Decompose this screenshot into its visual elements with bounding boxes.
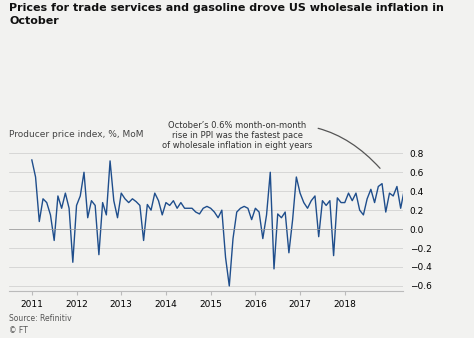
Text: Producer price index, %, MoM: Producer price index, %, MoM <box>9 130 144 139</box>
Text: Prices for trade services and gasoline drove US wholesale inflation in
October: Prices for trade services and gasoline d… <box>9 3 444 26</box>
Text: Source: Refinitiv
© FT: Source: Refinitiv © FT <box>9 314 72 335</box>
Text: October’s 0.6% month-on-month
rise in PPI was the fastest pace
of wholesale infl: October’s 0.6% month-on-month rise in PP… <box>162 121 380 168</box>
